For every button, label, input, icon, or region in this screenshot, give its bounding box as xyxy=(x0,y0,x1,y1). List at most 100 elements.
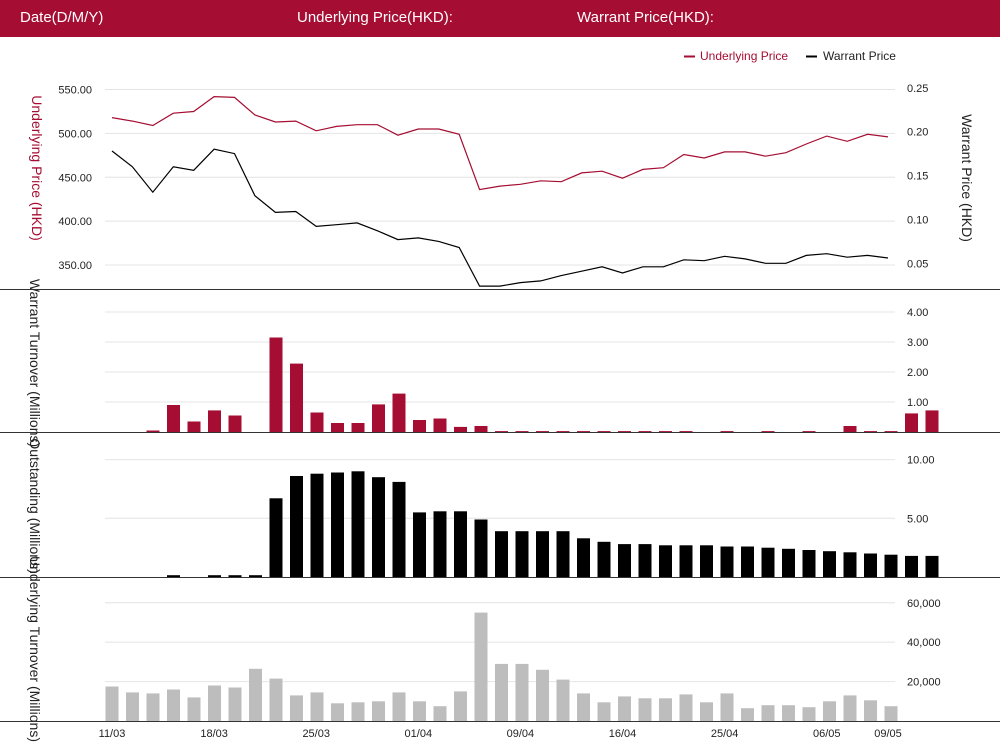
warrant-price-line xyxy=(111,148,889,287)
warrant-turnover-bar xyxy=(495,431,508,432)
y-right-tick-label: 0.15 xyxy=(907,171,928,183)
x-tick-label: 11/03 xyxy=(99,728,126,740)
underlying-turnover-bar xyxy=(433,706,447,721)
underlying-turnover-bar xyxy=(741,708,754,721)
y-left-tick-label: 400.00 xyxy=(58,216,92,228)
warrant-turnover-bar xyxy=(208,410,221,432)
underlying-turnover-bar xyxy=(659,698,672,721)
outstanding-bar xyxy=(905,555,918,577)
outstanding-bar xyxy=(536,531,549,577)
y-right-tick-label: 0.10 xyxy=(907,214,928,226)
outstanding-bar xyxy=(843,552,857,577)
warrant-turnover-bar xyxy=(638,431,652,432)
warrant-turnover-bar xyxy=(761,431,775,432)
outstanding-bar xyxy=(884,554,898,577)
warrant-turnover-bar xyxy=(187,421,201,432)
outstanding-bar xyxy=(556,531,570,577)
outstanding-bar xyxy=(331,472,344,577)
underlying-turnover-bar xyxy=(146,693,160,721)
outstanding-bar xyxy=(761,547,775,577)
underlying-turnover-bar xyxy=(802,707,816,721)
outstanding-axis-title: Outstanding (Millions) xyxy=(27,438,43,573)
underlying-turnover-tick-label: 40,000 xyxy=(907,637,941,649)
warrant-turnover-bar xyxy=(515,431,529,432)
warrant-turnover-tick-label: 1.00 xyxy=(907,397,928,409)
underlying-turnover-tick-label: 60,000 xyxy=(907,598,941,610)
warrant-turnover-bar xyxy=(679,431,693,432)
outstanding-bar xyxy=(823,551,836,577)
underlying-turnover-bar xyxy=(126,692,139,721)
x-tick-label: 01/04 xyxy=(405,728,433,740)
outstanding-bar xyxy=(925,555,939,577)
underlying-turnover-bar xyxy=(167,689,180,721)
warrant-turnover-bar xyxy=(372,404,385,432)
underlying-turnover-bar xyxy=(269,678,283,721)
warrant-chart: Underlying Price Warrant Price Underlyin… xyxy=(0,49,1000,742)
warrant-turnover-bar xyxy=(392,393,406,432)
warrant-turnover-bar xyxy=(413,420,426,432)
legend-warrant-label[interactable]: Warrant Price xyxy=(823,49,896,63)
warrant-turnover-bar xyxy=(556,431,570,432)
underlying-price-line xyxy=(111,95,889,191)
x-tick-label: 09/04 xyxy=(507,728,535,740)
warrant-turnover-axis-title: Warrant Turnover (Millions) xyxy=(27,279,43,447)
warrant-turnover-tick-label: 3.00 xyxy=(907,337,928,349)
outstanding-bar xyxy=(802,550,816,577)
x-tick-label: 16/04 xyxy=(609,728,637,740)
outstanding-bar xyxy=(228,575,242,577)
outstanding-bar xyxy=(433,511,447,577)
outstanding-bar xyxy=(720,546,734,577)
outstanding-bar xyxy=(249,575,262,577)
gridlines xyxy=(0,89,1000,722)
underlying-turnover-bar xyxy=(782,705,795,721)
underlying-turnover-bar xyxy=(187,697,201,721)
y-left-tick-label: 500.00 xyxy=(58,128,92,140)
outstanding-bar xyxy=(700,545,713,577)
warrant-turnover-bar xyxy=(310,412,324,432)
outstanding-bar xyxy=(638,544,652,577)
warrant-turnover-bar xyxy=(269,337,283,432)
warrant-price-axis-title: Warrant Price (HKD) xyxy=(959,114,975,242)
underlying-turnover-bar xyxy=(495,663,508,721)
underlying-turnover-axis-title: Underlying Turnover (Millions) xyxy=(27,556,43,742)
warrant-turnover-bar xyxy=(454,426,467,432)
underlying-turnover-bar xyxy=(618,696,631,721)
warrant-turnover-bar xyxy=(331,423,344,432)
underlying-price-label: Underlying Price(HKD): xyxy=(297,9,453,26)
outstanding-bar xyxy=(474,519,488,577)
outstanding-bar xyxy=(782,548,795,577)
outstanding-tick-label: 10.00 xyxy=(907,455,935,467)
legend-underlying-label[interactable]: Underlying Price xyxy=(700,49,788,63)
outstanding-bar xyxy=(208,575,221,577)
chart-panels xyxy=(105,95,939,721)
underlying-turnover-bar xyxy=(372,701,385,721)
outstanding-bar xyxy=(454,511,467,577)
underlying-turnover-bar xyxy=(290,695,303,721)
underlying-turnover-bar xyxy=(474,612,488,721)
underlying-turnover-bar xyxy=(720,693,734,721)
x-tick-label: 09/05 xyxy=(874,728,902,740)
underlying-price-axis-title: Underlying Price (HKD) xyxy=(29,95,45,240)
outstanding-bar xyxy=(515,531,529,577)
outstanding-bar xyxy=(679,545,693,577)
outstanding-bar xyxy=(290,476,303,577)
y-left-tick-label: 350.00 xyxy=(58,260,92,272)
warrant-price-label: Warrant Price(HKD): xyxy=(577,9,714,26)
warrant-turnover-bar xyxy=(884,431,898,432)
y-right-tick-label: 0.05 xyxy=(907,258,928,270)
warrant-turnover-bar xyxy=(905,413,918,432)
underlying-turnover-bar xyxy=(577,693,590,721)
warrant-turnover-bar xyxy=(433,418,447,432)
outstanding-bar xyxy=(351,471,365,577)
outstanding-bar xyxy=(269,498,283,577)
underlying-turnover-bar xyxy=(413,701,426,721)
underlying-turnover-bar xyxy=(884,706,898,721)
outstanding-bar xyxy=(310,473,324,577)
underlying-turnover-bar xyxy=(351,702,365,721)
warrant-turnover-bar xyxy=(290,363,303,432)
warrant-turnover-bar xyxy=(597,431,611,432)
underlying-turnover-bar xyxy=(331,703,344,721)
underlying-turnover-bar xyxy=(310,692,324,721)
warrant-turnover-bar xyxy=(843,426,857,432)
outstanding-bar xyxy=(741,546,754,577)
